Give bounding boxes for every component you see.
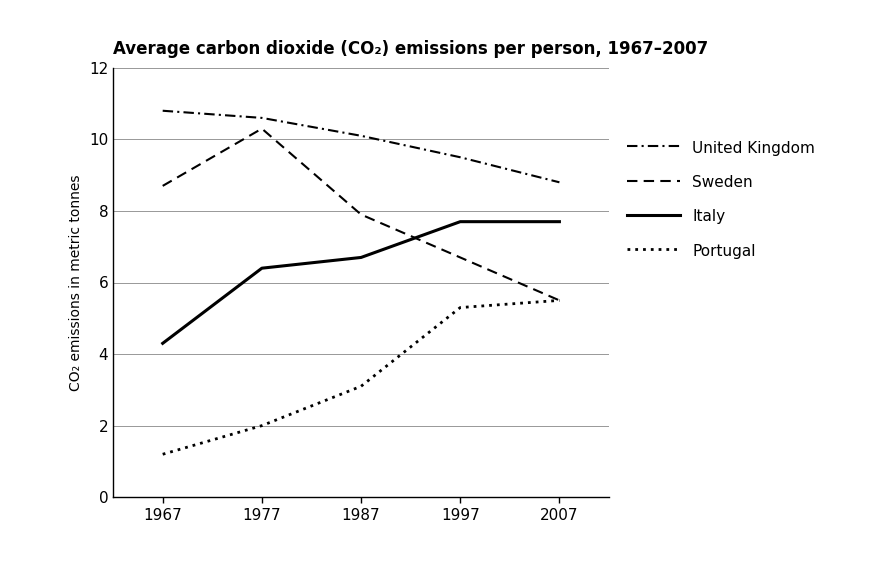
Legend: United Kingdom, Sweden, Italy, Portugal: United Kingdom, Sweden, Italy, Portugal [626, 140, 814, 259]
Italy [355, 254, 366, 261]
Text: Average carbon dioxide (CO₂) emissions per person, 1967–2007: Average carbon dioxide (CO₂) emissions p… [113, 40, 707, 58]
Italy [256, 265, 267, 272]
Portugal [355, 383, 366, 390]
Line: Sweden: Sweden [163, 129, 559, 301]
Italy [157, 340, 168, 347]
Line: Portugal: Portugal [163, 301, 559, 454]
United Kingdom [454, 154, 465, 160]
United Kingdom [256, 115, 267, 121]
Sweden [355, 211, 366, 218]
Line: Italy: Italy [163, 221, 559, 344]
Portugal [554, 297, 564, 304]
Sweden [554, 297, 564, 304]
Sweden [157, 182, 168, 189]
Italy [554, 218, 564, 225]
Italy [454, 218, 465, 225]
Line: United Kingdom: United Kingdom [163, 111, 559, 182]
Portugal [157, 451, 168, 458]
Portugal [454, 304, 465, 311]
Sweden [454, 254, 465, 261]
United Kingdom [355, 132, 366, 139]
United Kingdom [554, 179, 564, 186]
Y-axis label: CO₂ emissions in metric tonnes: CO₂ emissions in metric tonnes [70, 174, 83, 391]
Sweden [256, 125, 267, 132]
Portugal [256, 422, 267, 429]
United Kingdom [157, 107, 168, 114]
